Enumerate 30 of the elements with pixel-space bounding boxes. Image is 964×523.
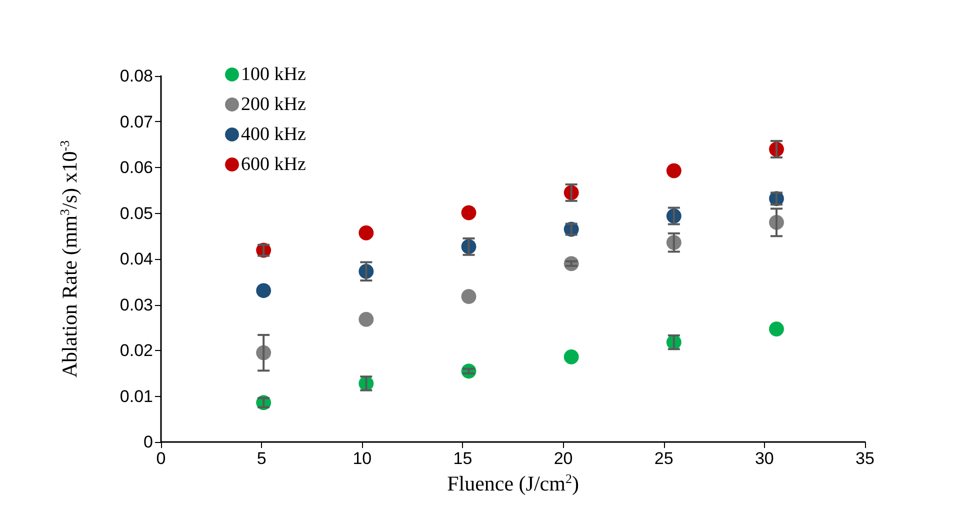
y-tick-label: 0 — [144, 432, 153, 452]
y-tick-label: 0.04 — [120, 250, 153, 268]
point — [461, 289, 476, 304]
x-tick-label: 15 — [453, 449, 472, 468]
y-tick-label: 0.03 — [120, 295, 153, 314]
x-tick-label: 5 — [256, 449, 266, 468]
x-tick-label: 35 — [856, 449, 874, 468]
legend-label: 400 kHz — [241, 124, 306, 145]
point — [358, 225, 374, 240]
point — [358, 312, 374, 327]
point — [256, 283, 272, 298]
x-tick-label: 20 — [554, 449, 573, 468]
legend-label: 200 kHz — [241, 94, 306, 115]
y-tick-label: 0.06 — [120, 158, 153, 177]
x-tick-label: 0 — [156, 449, 166, 468]
legend-label: 100 kHz — [241, 64, 306, 85]
y-tick-label: 0.05 — [120, 204, 153, 223]
x-tick-label: 30 — [754, 449, 774, 468]
point — [461, 205, 476, 220]
y-tick-label: 0.02 — [120, 341, 153, 360]
point — [666, 163, 682, 178]
y-tick-label: 0.01 — [120, 386, 153, 406]
y-tick-label: 0.08 — [120, 66, 153, 86]
point — [564, 349, 579, 364]
y-tick-label: 0.07 — [120, 112, 153, 132]
y-axis-title: Ablation Rate (mm3/s) x10-3 — [57, 140, 82, 378]
x-tick-label: 25 — [654, 449, 674, 468]
x-tick-label: 10 — [352, 449, 372, 468]
point — [769, 322, 784, 336]
legend-label: 600 kHz — [241, 154, 306, 175]
